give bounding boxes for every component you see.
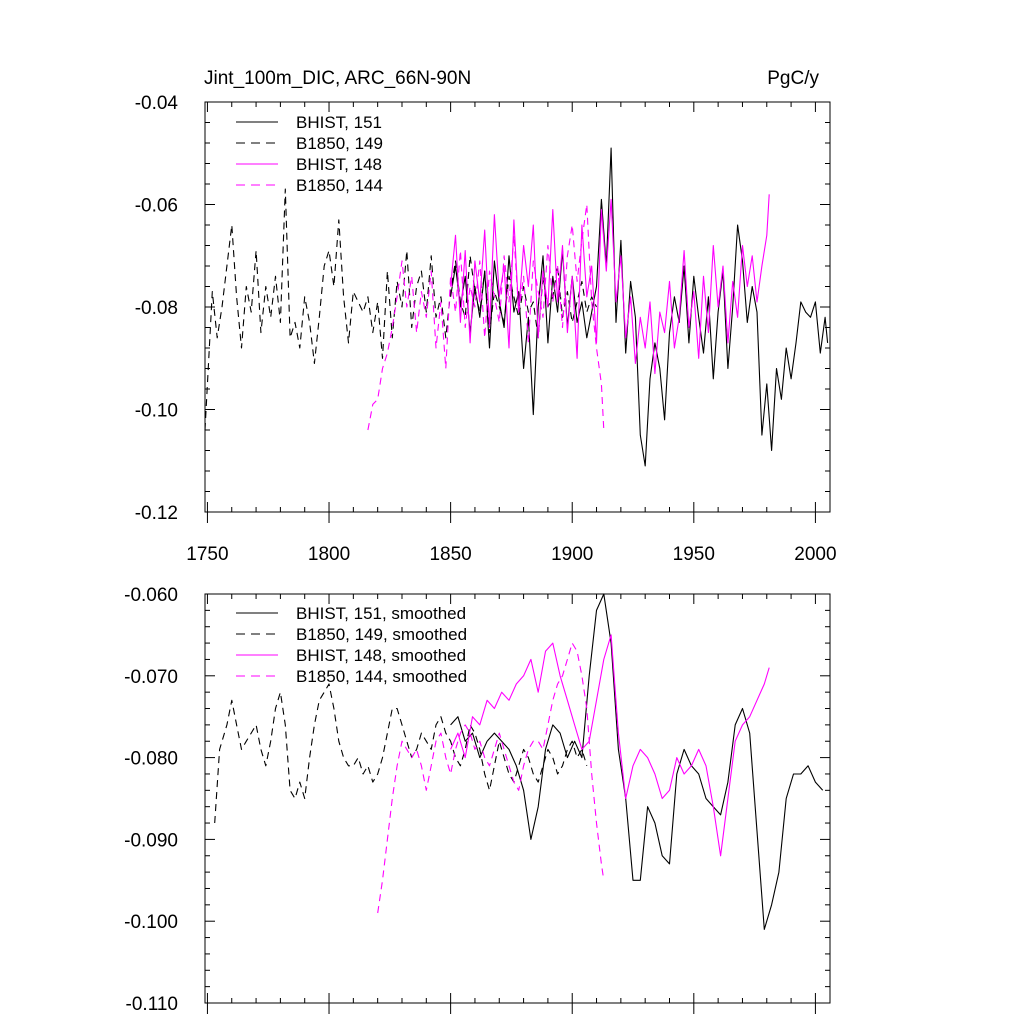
- y-tick-label: -0.060: [124, 585, 178, 606]
- y-tick-label: -0.080: [124, 749, 178, 770]
- y-tick-label: -0.070: [124, 667, 178, 688]
- bottom-panel-plot-area: [214, 593, 824, 930]
- x-tick-label: 1750: [186, 544, 228, 565]
- legend-label: B1850, 149: [296, 134, 383, 153]
- legend-label: B1850, 149, smoothed: [296, 625, 467, 644]
- legend-label: BHIST, 148: [296, 155, 382, 174]
- x-tick-label: 1950: [673, 544, 715, 565]
- series-line-1: [450, 147, 829, 467]
- y-tick-label: -0.10: [135, 401, 178, 422]
- x-tick-label: 1800: [308, 544, 350, 565]
- top-panel-plot-area: [204, 147, 829, 467]
- series-line-3: [450, 194, 770, 375]
- top-panel-title: Jint_100m_DIC, ARC_66N-90N: [204, 68, 471, 89]
- legend-label: B1850, 144: [296, 176, 383, 195]
- legend-label: BHIST, 148, smoothed: [296, 646, 466, 665]
- legend-label: BHIST, 151, smoothed: [296, 604, 466, 623]
- y-tick-label: -0.090: [124, 830, 178, 851]
- bottom-panel: -0.110 -0.100 -0.090 -0.080 -0.070 -0.060 BHI…: [124, 585, 831, 1015]
- series-line-1: [450, 593, 824, 930]
- series-line-2: [214, 683, 588, 824]
- series-line-4: [377, 642, 605, 914]
- top-panel-units: PgC/y: [767, 68, 819, 89]
- y-tick-label: -0.110: [126, 994, 178, 1015]
- series-line-2: [204, 188, 597, 431]
- y-tick-label: -0.12: [135, 503, 178, 524]
- bottom-panel-legend: BHIST, 151, smoothed B1850, 149, smoothed…: [236, 604, 467, 686]
- y-tick-label: -0.06: [135, 196, 178, 217]
- x-tick-label: 1850: [429, 544, 471, 565]
- x-tick-label: 2000: [794, 544, 836, 565]
- legend-label: BHIST, 151: [296, 113, 382, 132]
- series-line-4: [367, 203, 605, 431]
- plot-frame: [204, 593, 831, 1004]
- x-tick-label: 1900: [551, 544, 593, 565]
- bottom-panel-axes: -0.110 -0.100 -0.090 -0.080 -0.070 -0.060: [124, 585, 831, 1015]
- top-panel-legend: BHIST, 151 B1850, 149 BHIST, 148 B1850, 144: [236, 113, 383, 195]
- top-panel: Jint_100m_DIC, ARC_66N-90N PgC/y -0.12-0…: [135, 68, 837, 565]
- y-tick-label: -0.100: [124, 912, 178, 933]
- top-panel-axes: -0.12 -0.10 -0.08 -0.06 -0.04 1750 1800 1850 190…: [135, 93, 837, 565]
- series-line-3: [450, 634, 770, 857]
- legend-label: B1850, 144, smoothed: [296, 667, 467, 686]
- y-tick-label: -0.08: [135, 298, 178, 319]
- y-tick-label: -0.04: [135, 93, 179, 114]
